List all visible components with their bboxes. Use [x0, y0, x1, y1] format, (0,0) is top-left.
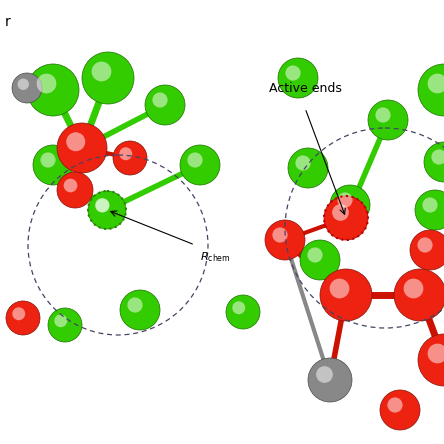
Circle shape — [320, 269, 372, 321]
Circle shape — [232, 301, 245, 314]
Circle shape — [278, 58, 318, 98]
Circle shape — [18, 79, 29, 90]
Circle shape — [95, 198, 109, 212]
Circle shape — [66, 132, 85, 151]
Circle shape — [394, 269, 444, 321]
Circle shape — [404, 279, 424, 298]
Circle shape — [91, 62, 111, 81]
Circle shape — [54, 314, 67, 327]
Circle shape — [415, 190, 444, 230]
Circle shape — [113, 141, 147, 175]
Circle shape — [180, 145, 220, 185]
Circle shape — [119, 147, 132, 160]
Circle shape — [89, 192, 125, 228]
Circle shape — [273, 227, 288, 242]
Circle shape — [12, 307, 25, 320]
Circle shape — [324, 196, 368, 240]
Circle shape — [82, 52, 134, 104]
Circle shape — [12, 73, 42, 103]
Circle shape — [40, 152, 56, 167]
Circle shape — [57, 123, 107, 173]
Circle shape — [187, 152, 202, 167]
Circle shape — [308, 358, 352, 402]
Circle shape — [418, 334, 444, 386]
Circle shape — [380, 390, 420, 430]
Circle shape — [120, 290, 160, 330]
Circle shape — [417, 238, 432, 253]
Circle shape — [6, 301, 40, 335]
Circle shape — [428, 74, 444, 93]
Circle shape — [63, 178, 77, 192]
Circle shape — [329, 279, 349, 298]
Text: $R_{\rm chem}$: $R_{\rm chem}$ — [200, 250, 231, 264]
Circle shape — [410, 230, 444, 270]
Circle shape — [418, 64, 444, 116]
Circle shape — [332, 204, 349, 221]
Circle shape — [145, 85, 185, 125]
Circle shape — [152, 92, 167, 107]
Circle shape — [422, 198, 438, 213]
Circle shape — [48, 308, 82, 342]
Circle shape — [424, 142, 444, 182]
Circle shape — [300, 240, 340, 280]
Circle shape — [307, 247, 323, 262]
Circle shape — [36, 74, 56, 93]
Circle shape — [368, 100, 408, 140]
Circle shape — [265, 220, 305, 260]
Circle shape — [295, 155, 311, 170]
Text: Active ends: Active ends — [269, 82, 341, 95]
Circle shape — [27, 64, 79, 116]
Circle shape — [285, 65, 301, 81]
Circle shape — [33, 145, 73, 185]
Circle shape — [330, 185, 370, 225]
Circle shape — [316, 366, 333, 383]
Circle shape — [428, 344, 444, 363]
Circle shape — [337, 192, 353, 208]
Text: r: r — [5, 15, 11, 29]
Circle shape — [226, 295, 260, 329]
Circle shape — [388, 397, 403, 412]
Circle shape — [432, 149, 444, 165]
Circle shape — [95, 198, 110, 213]
Circle shape — [288, 148, 328, 188]
Circle shape — [57, 172, 93, 208]
Circle shape — [88, 191, 126, 229]
Circle shape — [127, 297, 143, 313]
Circle shape — [375, 107, 391, 123]
